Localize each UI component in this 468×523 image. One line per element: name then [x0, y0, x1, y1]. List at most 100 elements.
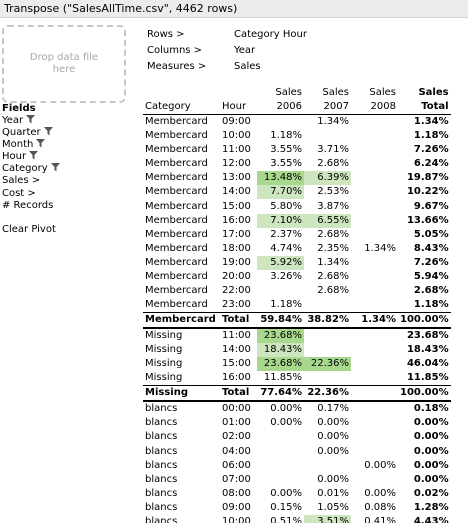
field-item[interactable]: Quarter [2, 127, 142, 139]
hour-cell: 15:00 [222, 358, 251, 370]
category-cell: Membercard [145, 144, 208, 156]
field-label: Hour [2, 151, 27, 163]
funnel-icon[interactable] [26, 115, 36, 128]
cell-2008 [351, 129, 398, 143]
header-cell[interactable]: Sales [275, 87, 302, 98]
drop-zone-text: Drop data file here [29, 52, 99, 75]
table-row: blancs 01:00 0.00% 0.00% 0.00% [143, 416, 451, 430]
field-item[interactable]: # Records [2, 200, 142, 212]
hour-cell: 13:00 [222, 172, 251, 184]
field-item[interactable]: Month [2, 139, 142, 151]
cell-2008 [351, 401, 398, 416]
funnel-icon[interactable] [36, 139, 46, 152]
table-row: Membercard 23:00 1.18% 1.18% [143, 298, 451, 313]
cell-2008: 1.34% [351, 312, 398, 330]
cell-2006: 3.26% [270, 270, 302, 282]
field-item[interactable]: Hour [2, 151, 142, 163]
category-cell: Membercard [145, 158, 208, 170]
cell-2007: 0.01% [317, 487, 349, 499]
pivot-body: Membercard 09:00 1.34% 1.34% Membercard 10:00… [143, 115, 451, 523]
cell-2006: 23.68% [257, 357, 304, 372]
cell-2006: 1.18% [270, 130, 302, 142]
total-cell: 2.68% [413, 285, 449, 297]
field-label: # Records [2, 199, 54, 211]
cell-2008 [351, 199, 398, 213]
table-row: Missing 14:00 18.43% 18.43% [143, 343, 451, 358]
cell-2007: 6.55% [304, 213, 351, 228]
total-cell: 1.18% [413, 130, 449, 142]
hour-cell: 06:00 [222, 459, 251, 471]
category-cell: Membercard [145, 186, 208, 198]
cell-2007: 0.17% [317, 403, 349, 415]
header-2008[interactable]: 2008 [351, 100, 398, 115]
category-cell: Membercard [145, 228, 208, 240]
header-hour[interactable]: Hour [220, 100, 257, 115]
field-item[interactable]: Category [2, 163, 142, 175]
header-cell[interactable]: Sales [418, 87, 449, 98]
cell-2007: 22.36% [304, 357, 351, 372]
cell-2006: 0.00% [270, 403, 302, 415]
rows-config-button[interactable]: Rows > [147, 29, 185, 40]
total-cell: 1.34% [413, 116, 449, 127]
category-cell: blancs [145, 445, 178, 457]
cell-2008 [351, 228, 398, 242]
drop-zone[interactable]: Drop data file here [2, 25, 126, 103]
cell-2006 [257, 473, 304, 487]
hour-cell: 02:00 [222, 431, 251, 443]
header-category[interactable]: Category [143, 100, 220, 115]
category-cell: Missing [145, 372, 183, 384]
cell-2008 [351, 270, 398, 284]
total-cell: 0.00% [413, 417, 449, 429]
hour-cell: 12:00 [222, 158, 251, 170]
field-item[interactable]: Year [2, 115, 142, 127]
cell-2007 [304, 129, 351, 143]
category-cell: Membercard [143, 312, 220, 330]
cell-2007: 0.00% [317, 431, 349, 443]
cell-2008 [351, 143, 398, 157]
table-row: Membercard 13:00 13.48% 6.39% 19.87% [143, 171, 451, 186]
funnel-icon[interactable] [50, 163, 60, 176]
header-total[interactable]: Total [398, 100, 451, 115]
hour-cell: 22:00 [222, 285, 251, 297]
funnel-icon[interactable] [43, 127, 53, 140]
cell-2006: 0.15% [270, 501, 302, 513]
category-cell: blancs [145, 501, 178, 513]
total-cell: 0.00% [413, 431, 449, 443]
table-row: blancs 07:00 0.00% 0.00% [143, 473, 451, 487]
cell-2008 [351, 171, 398, 185]
category-cell: Membercard [145, 130, 208, 142]
field-item[interactable]: Sales > [2, 175, 142, 187]
cell-2006: 59.84% [257, 312, 304, 330]
header-cell[interactable]: Sales [322, 87, 349, 98]
table-row: Missing 15:00 23.68% 22.36% 46.04% [143, 357, 451, 372]
field-label: Cost > [2, 187, 36, 199]
category-cell: Missing [145, 344, 183, 356]
table-row: Membercard 12:00 3.55% 2.68% 6.24% [143, 157, 451, 171]
total-cell: 18.43% [406, 344, 449, 356]
hour-cell: 20:00 [222, 270, 251, 282]
table-row: Membercard 09:00 1.34% 1.34% [143, 115, 451, 130]
measures-config-button[interactable]: Measures > [147, 61, 207, 72]
subtotal-row: Membercard Total 59.84% 38.82% 1.34% 100.00% [143, 312, 451, 330]
field-label: Quarter [2, 127, 41, 139]
cell-2006 [257, 115, 304, 130]
table-row: Membercard 11:00 3.55% 3.71% 7.26% [143, 143, 451, 157]
clear-pivot-link[interactable]: Clear Pivot [2, 223, 56, 235]
header-cell[interactable]: Sales [369, 87, 396, 98]
hour-cell: 07:00 [222, 473, 251, 485]
total-cell: 5.94% [413, 270, 449, 282]
table-row: Membercard 10:00 1.18% 1.18% [143, 129, 451, 143]
table-row: Membercard 18:00 4.74% 2.35% 1.34% 8.43% [143, 242, 451, 256]
header-2007[interactable]: 2007 [304, 100, 351, 115]
fields-heading: Fields [2, 103, 36, 114]
cell-2006 [257, 284, 304, 298]
cell-2008 [351, 473, 398, 487]
table-row: Membercard 16:00 7.10% 6.55% 13.66% [143, 213, 451, 228]
header-2006[interactable]: 2006 [257, 100, 304, 115]
columns-config-button[interactable]: Columns > [147, 45, 203, 56]
funnel-icon[interactable] [29, 151, 39, 164]
cell-2008 [351, 343, 398, 357]
cell-2007: 2.68% [317, 228, 349, 240]
field-item[interactable]: Cost > [2, 188, 142, 200]
hour-cell: 16:00 [222, 372, 251, 384]
